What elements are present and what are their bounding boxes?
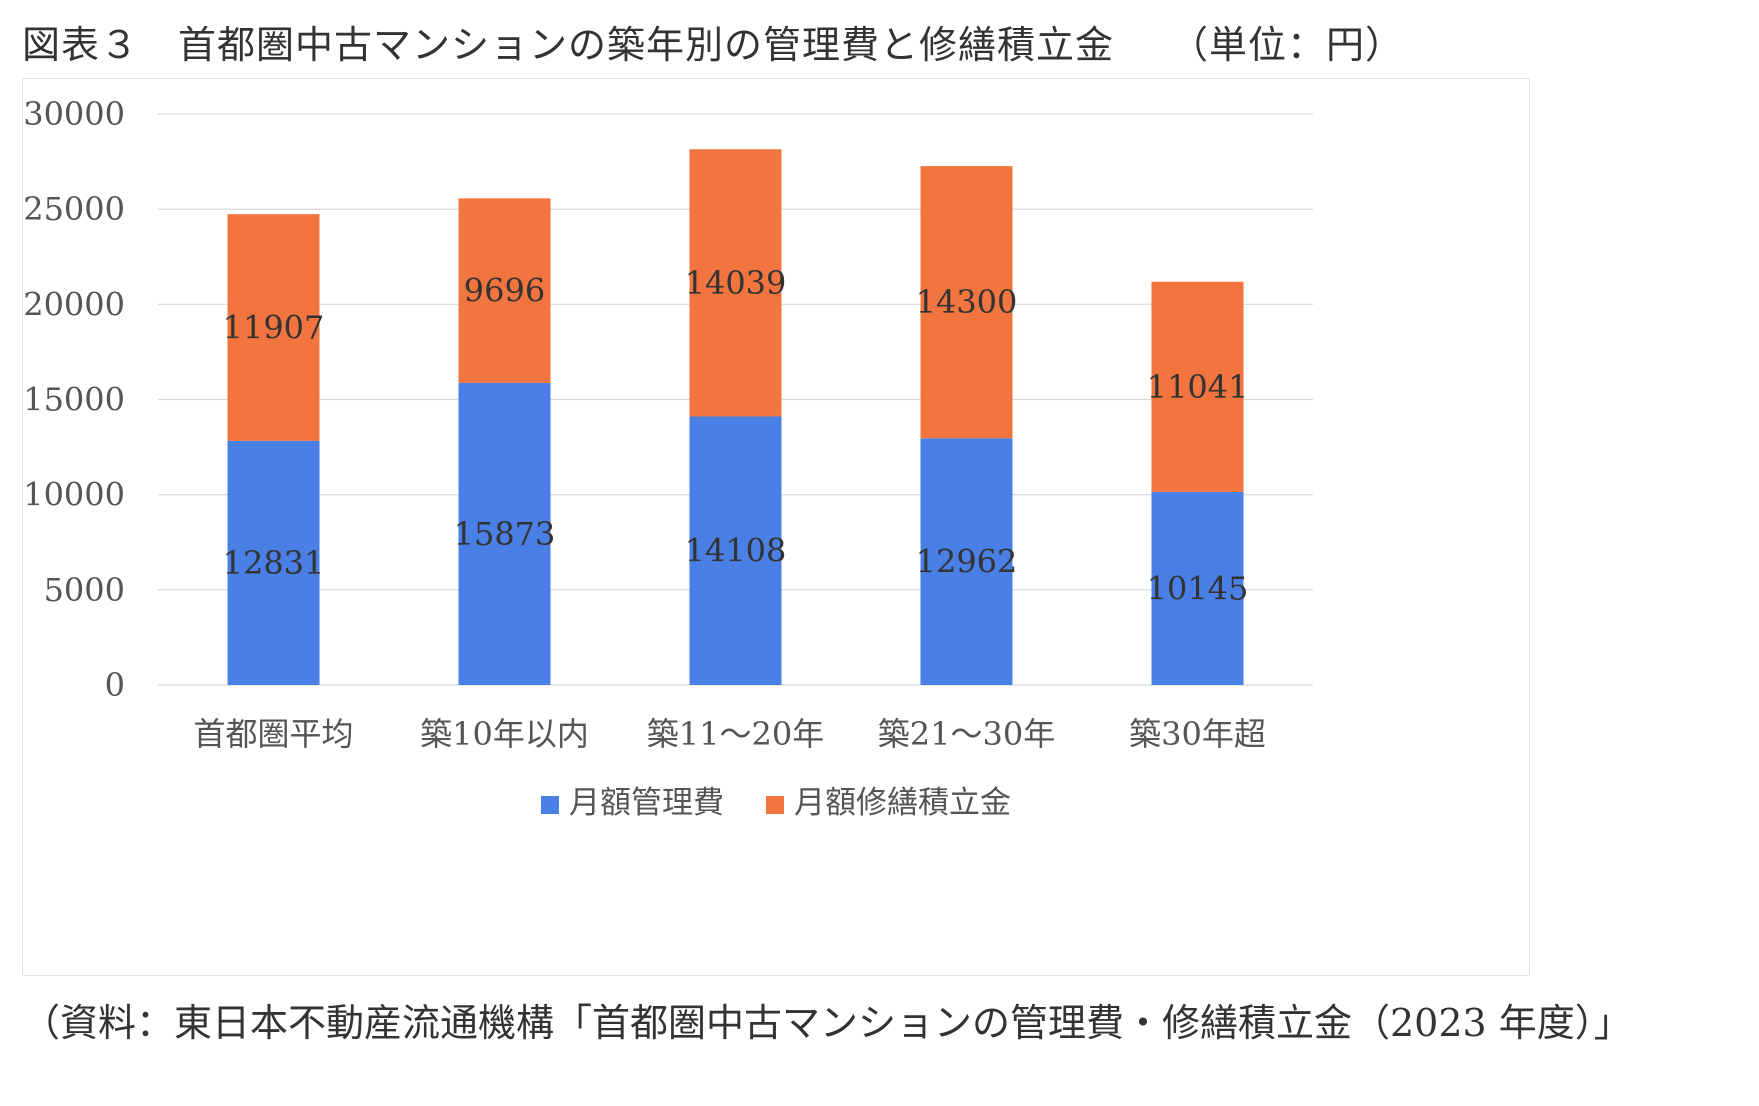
figure-unit: （単位：円） bbox=[1170, 23, 1405, 67]
y-tick-label: 25000 bbox=[23, 190, 125, 228]
bar-segment-repair bbox=[458, 198, 551, 383]
bar-segment-repair bbox=[1151, 281, 1244, 492]
data-label: 10145 bbox=[1147, 569, 1249, 607]
data-label: 9696 bbox=[464, 272, 545, 310]
bar-segment-management bbox=[1151, 491, 1244, 685]
x-tick-label: 築30年超 bbox=[1129, 715, 1266, 753]
legend-label: 月額修繕積立金 bbox=[794, 785, 1011, 821]
chart-frame: 0 5000 10000 15000 20000 25000 30000 12831 11907… bbox=[22, 78, 1530, 976]
bar-segment-management bbox=[458, 382, 551, 685]
bar-segment-management bbox=[920, 438, 1013, 685]
x-tick-label: 築21～30年 bbox=[878, 715, 1055, 753]
y-tick-label: 10000 bbox=[23, 476, 125, 514]
bar-segment-repair bbox=[689, 149, 782, 417]
y-tick-label: 5000 bbox=[44, 571, 125, 609]
x-tick-label: 首都圏平均 bbox=[193, 715, 353, 753]
figure-title-text: 図表３ 首都圏中古マンションの築年別の管理費と修繕積立金 bbox=[22, 23, 1115, 67]
data-label: 11907 bbox=[223, 308, 325, 346]
source-note: （資料：東日本不動産流通機構「首都圏中古マンションの管理費・修繕積立金（2023… bbox=[22, 1001, 1632, 1045]
data-label: 12831 bbox=[223, 544, 325, 582]
bar-segment-management bbox=[227, 440, 320, 685]
data-label: 14039 bbox=[685, 264, 787, 302]
y-tick-label: 0 bbox=[105, 666, 125, 704]
x-tick-label: 築10年以内 bbox=[420, 715, 589, 753]
legend-swatch bbox=[766, 796, 784, 814]
data-label: 14300 bbox=[916, 283, 1018, 321]
data-label: 15873 bbox=[454, 515, 556, 553]
bar-segment-management bbox=[689, 416, 782, 685]
y-tick-label: 20000 bbox=[23, 285, 125, 323]
bar-segment-repair bbox=[920, 166, 1013, 439]
y-tick-label: 30000 bbox=[23, 95, 125, 133]
data-label: 12962 bbox=[916, 543, 1018, 581]
data-label: 11041 bbox=[1147, 368, 1249, 406]
figure-title: 図表３ 首都圏中古マンションの築年別の管理費と修繕積立金 （単位：円） bbox=[22, 14, 1404, 69]
x-tick-label: 築11～20年 bbox=[647, 715, 824, 753]
data-label: 14108 bbox=[685, 532, 787, 570]
y-tick-label: 15000 bbox=[23, 381, 125, 419]
legend-swatch bbox=[541, 796, 559, 814]
stacked-bar-chart: 0 5000 10000 15000 20000 25000 30000 12831 11907… bbox=[23, 95, 1313, 821]
bar-segment-repair bbox=[227, 214, 320, 441]
legend-label: 月額管理費 bbox=[569, 785, 724, 821]
